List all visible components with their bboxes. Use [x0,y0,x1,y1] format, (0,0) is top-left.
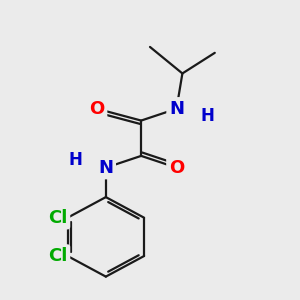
Text: O: O [89,100,105,118]
Text: O: O [169,159,184,177]
Text: H: H [200,107,214,125]
Text: H: H [68,151,82,169]
Text: Cl: Cl [48,209,68,227]
Text: N: N [169,100,184,118]
Text: N: N [98,159,113,177]
Text: Cl: Cl [48,247,68,265]
